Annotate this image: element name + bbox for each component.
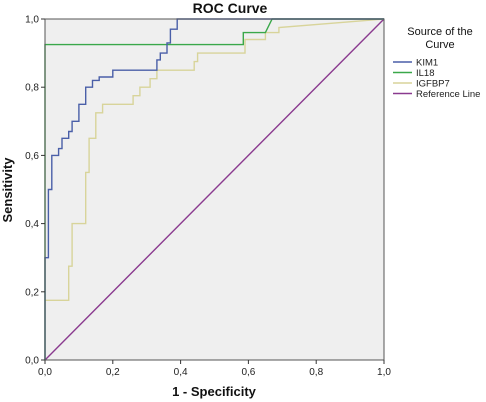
y-tick-label: 0,0: [25, 356, 39, 367]
legend-label-reference-line: Reference Line: [416, 89, 480, 100]
legend-label-kim1: KIM1: [416, 58, 438, 69]
y-axis: 0,0 0,2 0,4 0,6 0,8 1,0: [25, 15, 45, 367]
legend-label-il18: IL18: [416, 68, 435, 79]
x-tick-label: 0,2: [106, 367, 120, 378]
x-axis-title: 1 - Specificity: [172, 384, 257, 399]
y-tick-label: 0,6: [25, 151, 39, 162]
series-line-reference-line: [44, 18, 385, 361]
x-tick-label: 0,8: [309, 367, 323, 378]
x-tick-label: 1,0: [377, 367, 391, 378]
y-tick-label: 0,4: [25, 219, 39, 230]
legend-title-line-2: Curve: [425, 39, 454, 51]
x-tick-label: 0,0: [38, 367, 52, 378]
legend-title-line-1: Source of the: [407, 26, 472, 38]
x-tick-label: 0,4: [174, 367, 188, 378]
plot-frame: [44, 18, 385, 361]
y-tick-label: 0,8: [25, 83, 39, 94]
x-axis: 0,0 0,2 0,4 0,6 0,8 1,0: [38, 360, 391, 378]
legend-label-igfbp7: IGFBP7: [416, 79, 450, 90]
y-tick-label: 1,0: [25, 15, 39, 26]
y-axis-title: Sensitivity: [0, 157, 15, 223]
series-line-igfbp7: [45, 18, 385, 301]
legend: Source of the Curve KIM1IL18IGFBP7Refere…: [393, 26, 480, 100]
series-line-kim1: [44, 18, 384, 360]
chart-title: ROC Curve: [193, 0, 268, 16]
x-tick-label: 0,6: [241, 367, 255, 378]
y-tick-label: 0,2: [25, 287, 39, 298]
